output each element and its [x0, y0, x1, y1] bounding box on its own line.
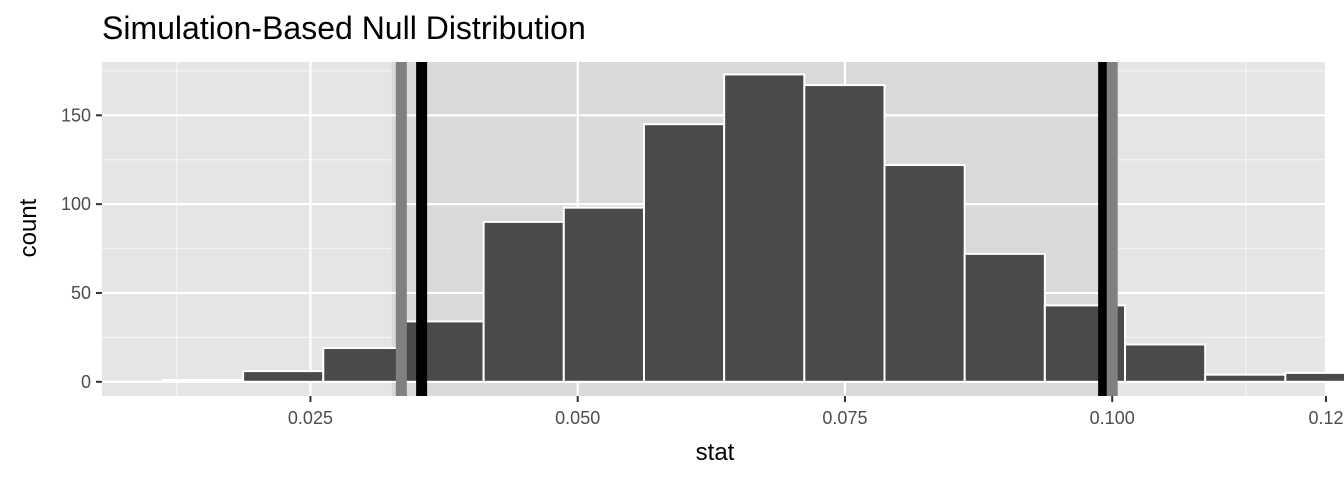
- histogram-bar: [402, 320, 485, 383]
- histogram-bar: [322, 347, 405, 383]
- x-tick-label: 0.12: [1308, 408, 1343, 428]
- x-tick-label: 0.100: [1090, 408, 1135, 428]
- y-tick-label: 100: [61, 194, 91, 214]
- histogram-bar: [803, 84, 886, 383]
- y-axis-title: count: [15, 198, 42, 257]
- x-axis-title: stat: [696, 439, 735, 466]
- x-tick-label: 0.025: [288, 408, 333, 428]
- y-tick-label: 0: [81, 372, 91, 392]
- y-tick-label: 50: [71, 283, 91, 303]
- y-axis: 0 50 100 150: [61, 105, 102, 392]
- chart-title: Simulation-Based Null Distribution: [102, 10, 586, 46]
- x-axis: 0.025 0.050 0.075 0.100 0.12: [288, 396, 1344, 428]
- histogram-bars: [161, 73, 1344, 383]
- histogram-bar: [242, 370, 325, 383]
- x-tick-label: 0.075: [822, 408, 867, 428]
- histogram-bar: [482, 220, 565, 383]
- histogram-bar: [1204, 373, 1287, 383]
- reference-lines: [395, 62, 1118, 396]
- histogram-bar: [562, 206, 645, 383]
- x-tick-label: 0.050: [555, 408, 600, 428]
- histogram-bar: [883, 164, 966, 383]
- histogram-bar: [1284, 371, 1344, 383]
- histogram-bar: [963, 252, 1046, 383]
- y-tick-label: 150: [61, 105, 91, 125]
- histogram-bar: [642, 123, 726, 383]
- histogram-bar: [723, 73, 806, 383]
- histogram-bar: [161, 379, 245, 383]
- histogram-bar: [1124, 343, 1207, 383]
